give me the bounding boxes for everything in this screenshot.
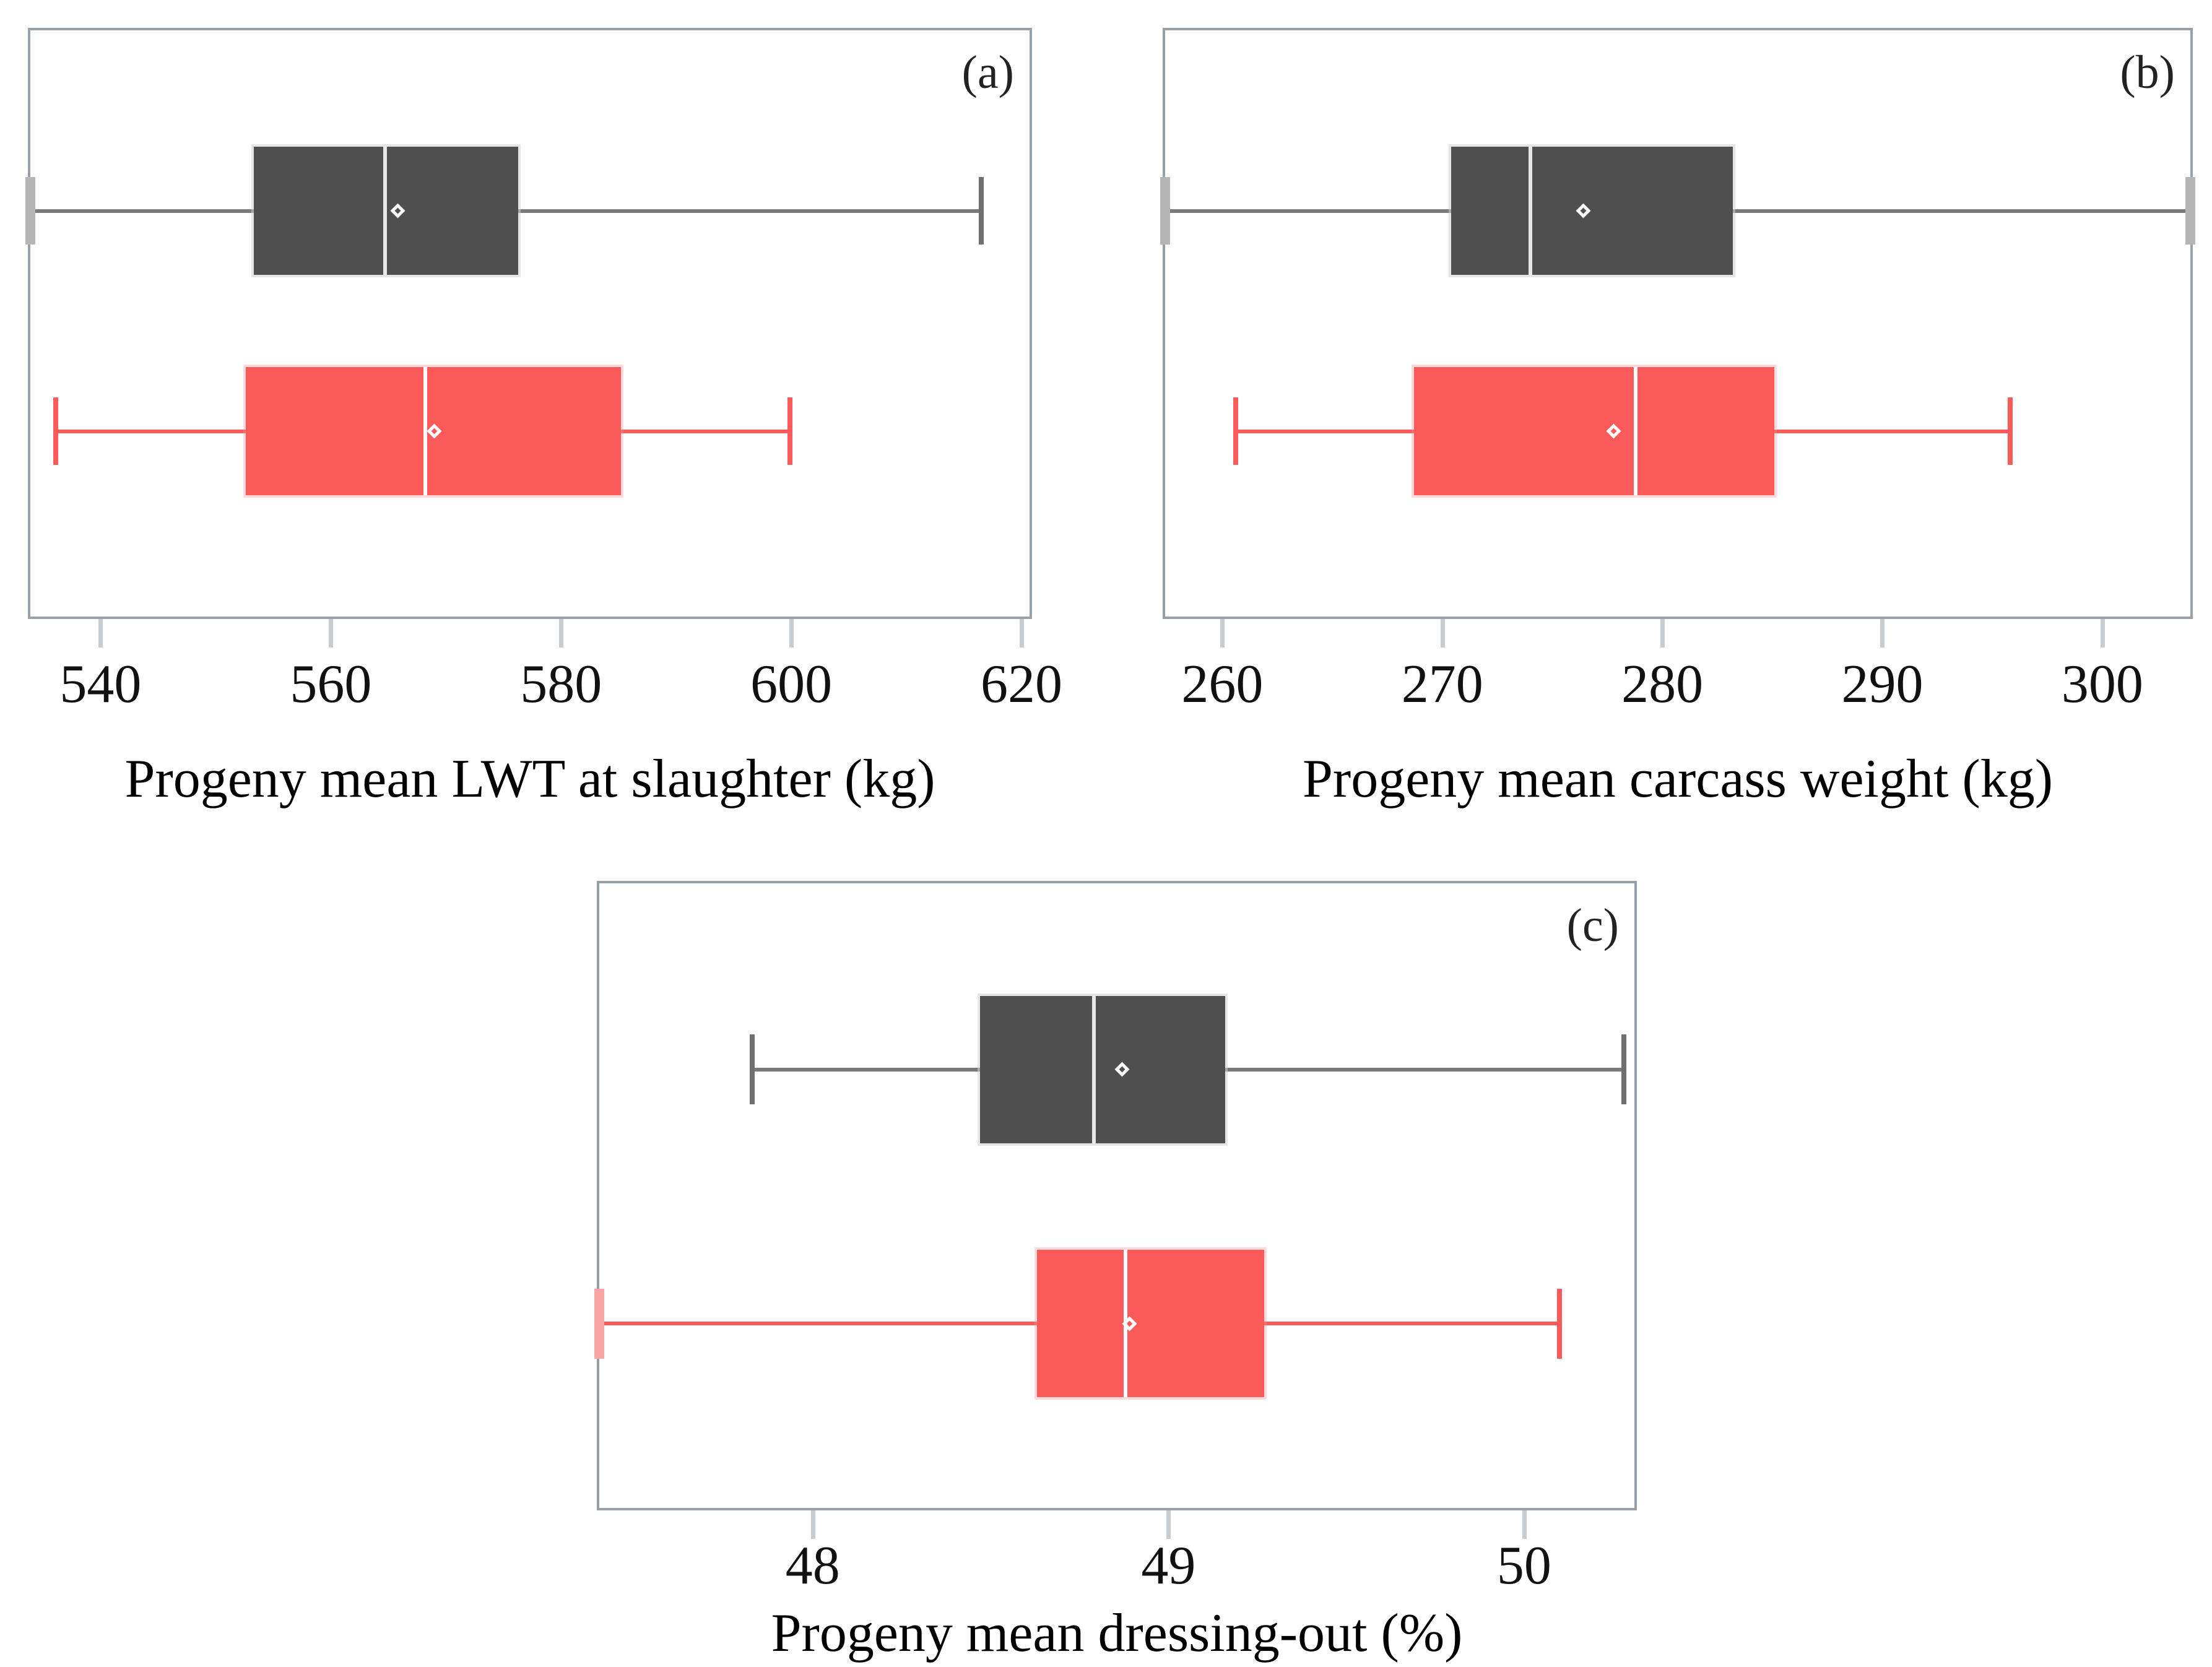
iqr-box-group-1-dark-grey [1448,144,1735,278]
median-line-group-1-dark-grey [1091,995,1096,1143]
panel-c-plot-area: (c) [594,881,1637,1510]
whisker-cap-low-group-2-red [594,1288,604,1359]
x-axis-tick-label-a: 540 [59,654,142,714]
x-axis-tick-label-a: 580 [520,654,602,714]
whisker-cap-high-group-1-dark-grey [1621,1034,1626,1105]
iqr-box-group-1-dark-grey [977,993,1228,1146]
whisker-cap-high-group-2-red [787,397,793,465]
whisker-cap-low-group-1-dark-grey [750,1034,755,1105]
x-axis-tick-a [559,619,564,647]
x-axis-tick-label-b: 290 [1841,654,1924,714]
median-line-group-1-dark-grey [1528,146,1532,275]
x-axis-tick-label-b: 280 [1621,654,1704,714]
median-line-group-2-red [423,367,427,496]
whisker-cap-high-group-2-red [2007,397,2013,465]
x-axis-tick-b [1220,619,1225,647]
x-axis-tick-label-a: 560 [290,654,372,714]
panel-a-axis-title: Progeny mean LWT at slaughter (kg) [124,749,935,809]
x-axis-tick-b [1880,619,1885,647]
whisker-cap-high-group-2-red [1557,1288,1563,1359]
x-axis-tick-label-c: 48 [785,1536,840,1596]
x-axis-tick-b [2100,619,2105,647]
x-axis-tick-label-a: 620 [980,654,1062,714]
whisker-cap-high-group-1-dark-grey [978,177,984,245]
x-axis-tick-a [1019,619,1024,647]
x-axis-tick-c [1522,1510,1527,1539]
panel-c-label: (c) [1566,899,1619,951]
x-axis-tick-label-b: 300 [2061,654,2143,714]
whisker-cap-low-group-1-dark-grey [1160,177,1170,245]
x-axis-tick-c [810,1510,815,1539]
x-axis-tick-label-a: 600 [750,654,833,714]
panel-b-plot-area: (b) [1160,28,2195,619]
iqr-box-group-2-red [243,365,623,498]
median-line-group-2-red [1634,367,1638,496]
panel-a-label: (a) [961,46,1014,98]
panel-a-plot-area: (a) [25,28,1032,619]
iqr-box-group-2-red [1411,365,1777,498]
whisker-cap-low-group-2-red [1233,397,1238,465]
x-axis-tick-label-b: 270 [1401,654,1483,714]
x-axis-tick-label-c: 49 [1141,1536,1196,1596]
x-axis-tick-b [1440,619,1445,647]
x-axis-tick-a [98,619,103,647]
iqr-box-group-2-red [1034,1247,1267,1400]
whisker-cap-high-group-1-dark-grey [2185,177,2195,245]
panel-c-axis-title: Progeny mean dressing-out (%) [771,1603,1463,1663]
panel-b-label: (b) [2120,46,2175,98]
median-line-group-1-dark-grey [383,146,387,275]
x-axis-tick-c [1166,1510,1171,1539]
median-line-group-2-red [1124,1250,1128,1398]
x-axis-tick-label-b: 260 [1181,654,1264,714]
x-axis-tick-b [1660,619,1665,647]
x-axis-tick-label-c: 50 [1496,1536,1551,1596]
x-axis-tick-a [329,619,334,647]
whisker-cap-low-group-1-dark-grey [25,177,35,245]
panel-b-axis-title: Progeny mean carcass weight (kg) [1302,749,2054,809]
x-axis-tick-a [789,619,794,647]
whisker-cap-low-group-2-red [53,397,58,465]
